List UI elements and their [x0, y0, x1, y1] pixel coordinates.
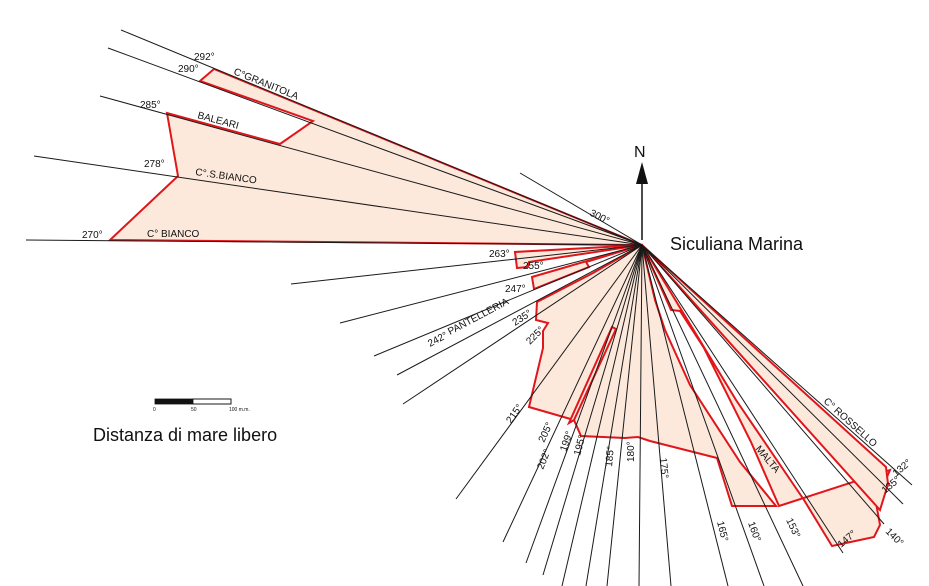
fetch-area-pantelleria — [513, 244, 643, 270]
direction-rays — [25, 29, 913, 586]
north-arrow: N — [634, 144, 648, 240]
deg-label-255: 255° — [523, 261, 544, 272]
ray-270 — [25, 239, 643, 246]
deg-label-285: 285° — [140, 100, 161, 111]
ray-215 — [502, 244, 643, 543]
deg-label-185: 185° — [604, 446, 617, 468]
deg-label-175: 175° — [657, 457, 670, 479]
fetch-area-rossello — [641, 244, 890, 512]
deg-label-202: 202° — [536, 448, 554, 471]
deg-label-165: 165° — [714, 520, 730, 543]
scale-tick-100: 100 m.m. — [229, 407, 250, 413]
scale-bar-segment-black — [155, 399, 193, 404]
ray-242 — [396, 244, 643, 376]
sector-label-c-bianco: C° BIANCO — [147, 229, 200, 240]
fetch-area-inner-strip — [566, 325, 618, 426]
deg-label-263: 263° — [489, 249, 510, 260]
deg-label-153: 153° — [783, 517, 802, 540]
scale-bar-outline — [154, 398, 232, 405]
ray-205 — [525, 244, 643, 564]
ray-290 — [107, 47, 643, 246]
scale-tick-50: 50 — [191, 407, 197, 413]
deg-label-215: 215° — [504, 402, 525, 425]
deg-label-292: 292° — [194, 52, 215, 63]
deg-label-247: 247° — [505, 284, 526, 295]
ray-165 — [641, 244, 729, 586]
deg-label-140: 140° — [883, 526, 905, 548]
ray-255 — [339, 244, 643, 324]
ray-285 — [99, 95, 643, 246]
deg-label-278: 278° — [144, 159, 165, 170]
ray-147 — [641, 244, 844, 554]
fetch-area-west — [107, 67, 643, 246]
ray-175 — [641, 244, 672, 586]
ray-202 — [542, 244, 643, 576]
ray-263 — [290, 244, 643, 285]
scale-tick-0: 0 — [153, 407, 156, 413]
ray-300 — [519, 172, 643, 246]
ray-132 — [641, 244, 913, 486]
deg-label-290: 290° — [178, 64, 199, 75]
ray-292 — [120, 29, 643, 246]
ray-199 — [561, 244, 643, 586]
ray-160 — [641, 244, 765, 586]
deg-label-235: 235° — [511, 308, 534, 328]
ray-153 — [641, 244, 804, 586]
ray-278 — [33, 155, 643, 246]
scale-bar-segment-white — [192, 398, 232, 405]
ray-135 — [641, 244, 904, 505]
north-arrow-head — [636, 162, 648, 184]
ray-247 — [373, 244, 643, 357]
deg-label-270: 270° — [82, 230, 103, 241]
fetch-area-south-west — [527, 243, 779, 507]
north-label: N — [634, 144, 646, 161]
ray-225 — [455, 244, 643, 500]
ray-195 — [585, 244, 643, 586]
ray-140 — [641, 244, 885, 525]
scale-bar: 0 50 100 m.m. — [153, 398, 250, 413]
ray-180 — [638, 244, 643, 586]
deg-label-180: 180° — [626, 441, 637, 462]
legend-label: Distanza di mare libero — [93, 425, 277, 445]
ray-235 — [402, 244, 643, 405]
fetch-areas — [107, 67, 892, 548]
location-label: Siculiana Marina — [670, 234, 804, 254]
deg-label-205: 205° — [537, 421, 556, 444]
ray-185 — [606, 244, 643, 586]
deg-label-195: 195° — [572, 434, 588, 457]
